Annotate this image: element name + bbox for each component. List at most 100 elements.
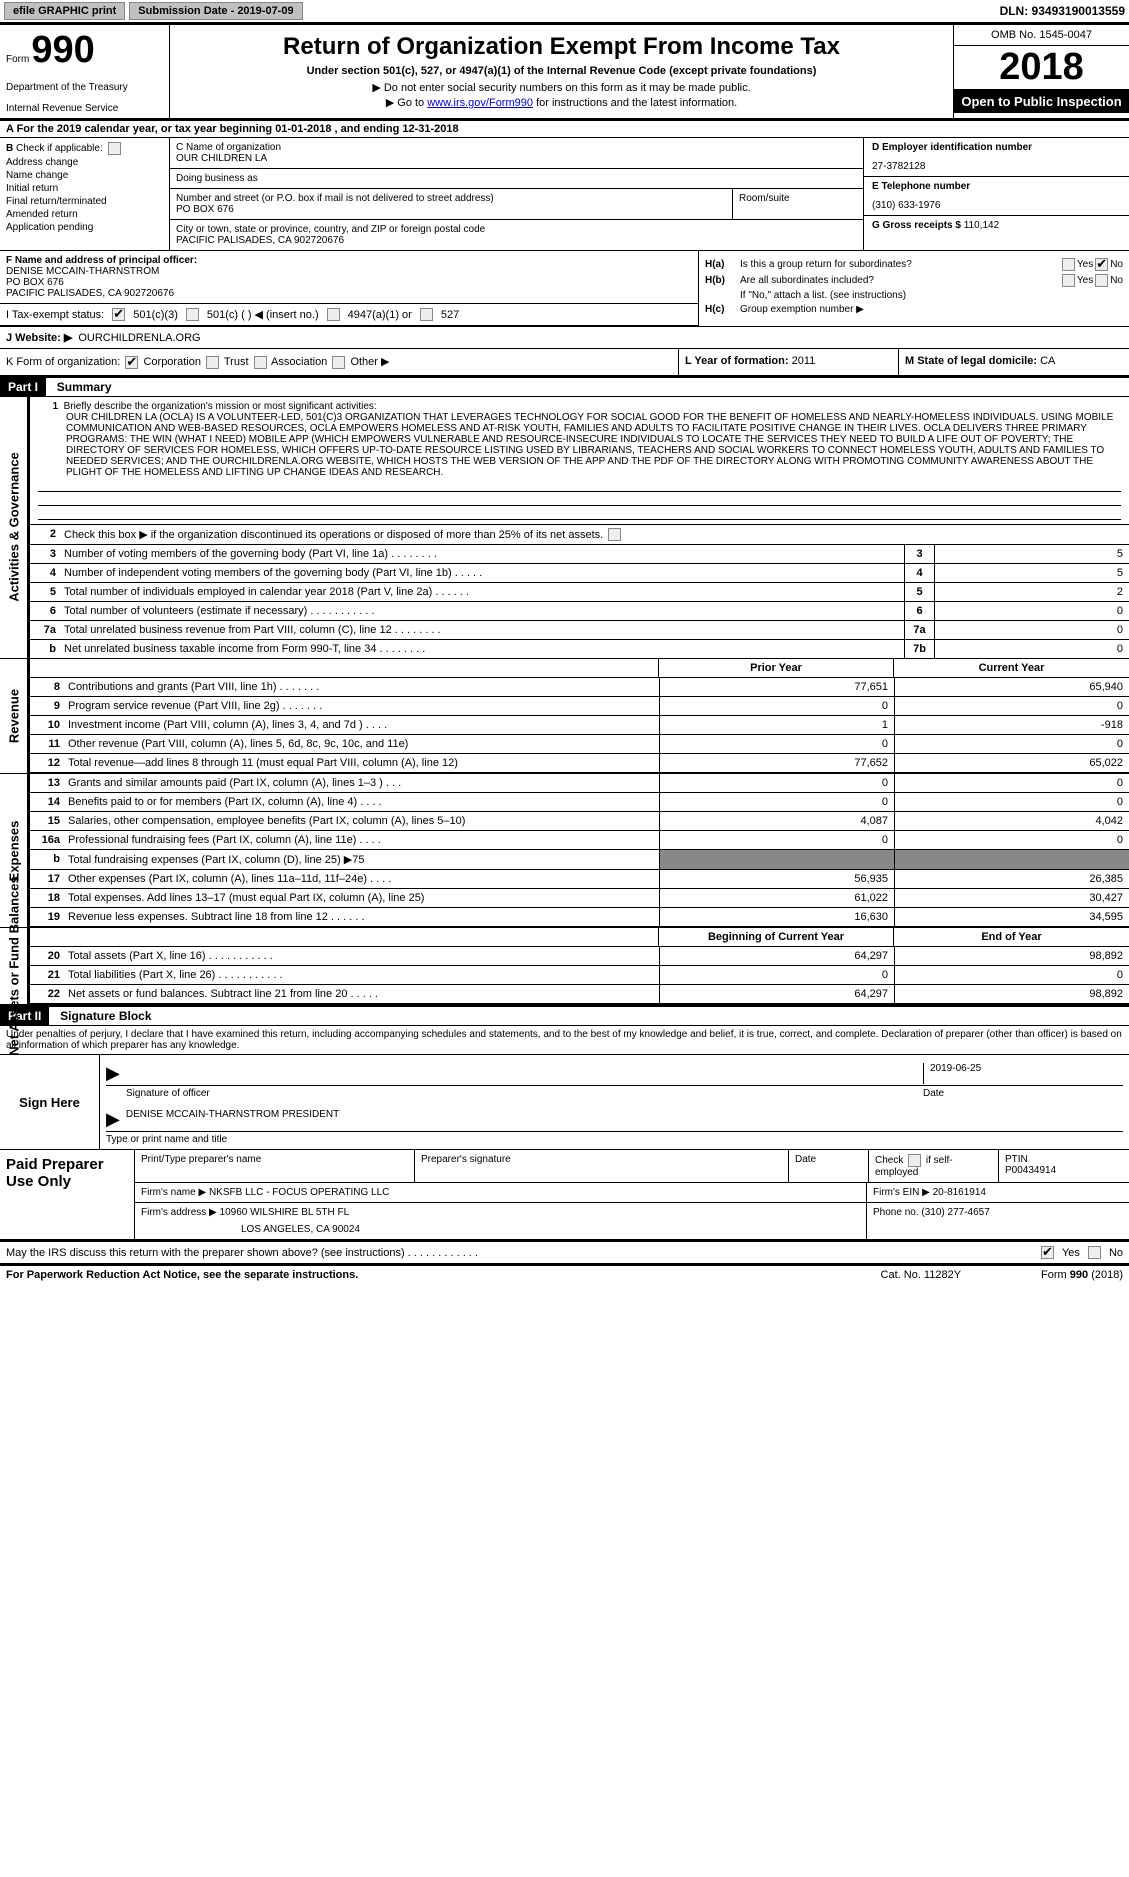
type-name-label: Type or print name and title: [106, 1134, 1123, 1145]
name-change-label: Name change: [6, 170, 163, 181]
footer-right: Form 990 (2018): [1041, 1269, 1123, 1281]
current-value: 0: [894, 735, 1129, 753]
efile-button[interactable]: efile GRAPHIC print: [4, 2, 125, 20]
checkbox-501c[interactable]: [186, 308, 199, 321]
ptin-label: PTIN: [1005, 1154, 1123, 1165]
street-box: Number and street (or P.O. box if mail i…: [170, 189, 863, 220]
column-d: D Employer identification number 27-3782…: [864, 138, 1129, 250]
prior-value: 0: [659, 831, 894, 849]
prior-value: 61,022: [659, 889, 894, 907]
preparer-line3: Firm's address ▶ 10960 WILSHIRE BL 5TH F…: [135, 1203, 1129, 1239]
prior-value: 77,651: [659, 678, 894, 696]
prior-value: 56,935: [659, 870, 894, 888]
form-subtitle: Under section 501(c), 527, or 4947(a)(1)…: [178, 65, 945, 77]
m-label: M State of legal domicile:: [905, 355, 1037, 367]
checkbox-501c3[interactable]: [112, 308, 125, 321]
city-value: PACIFIC PALISADES, CA 902720676: [176, 235, 857, 246]
line-num: 12: [30, 754, 64, 772]
top-bar: efile GRAPHIC print Submission Date - 20…: [0, 0, 1129, 25]
checkbox-527[interactable]: [420, 308, 433, 321]
submission-date-button[interactable]: Submission Date - 2019-07-09: [129, 2, 302, 20]
line-19: 19 Revenue less expenses. Subtract line …: [30, 908, 1129, 927]
prior-value: 16,630: [659, 908, 894, 926]
checkbox-4947[interactable]: [327, 308, 340, 321]
tax-exempt-label: I Tax-exempt status:: [6, 309, 104, 321]
paid-preparer-label: Paid Preparer Use Only: [0, 1150, 135, 1239]
prior-value: 64,297: [659, 985, 894, 1003]
line-value: 5: [934, 564, 1129, 582]
line-k: K Form of organization: Corporation Trus…: [0, 349, 679, 375]
current-value: 98,892: [894, 985, 1129, 1003]
line-20: 20 Total assets (Part X, line 16) . . . …: [30, 947, 1129, 966]
ha-label: H(a): [705, 259, 740, 270]
line-value: 0: [934, 640, 1129, 658]
hb-no-checkbox[interactable]: [1095, 274, 1108, 287]
expenses-section: Expenses 13 Grants and similar amounts p…: [0, 774, 1129, 928]
k-trust-checkbox[interactable]: [206, 356, 219, 369]
discuss-no-checkbox[interactable]: [1088, 1246, 1101, 1259]
self-employed-checkbox[interactable]: [908, 1154, 921, 1167]
ha-no-checkbox[interactable]: [1095, 258, 1108, 271]
line-num: 8: [30, 678, 64, 696]
discuss-yes-checkbox[interactable]: [1041, 1246, 1054, 1259]
dba-label: Doing business as: [176, 173, 857, 184]
line-box: 5: [904, 583, 934, 601]
line-2-checkbox[interactable]: [608, 528, 621, 541]
discuss-yes: Yes: [1062, 1247, 1080, 1259]
prior-value: 0: [659, 774, 894, 792]
k-corp-checkbox[interactable]: [125, 356, 138, 369]
line-b: b Total fundraising expenses (Part IX, c…: [30, 850, 1129, 870]
line-text: Total assets (Part X, line 16) . . . . .…: [64, 947, 659, 965]
current-value: 0: [894, 966, 1129, 984]
paid-preparer-section: Paid Preparer Use Only Print/Type prepar…: [0, 1150, 1129, 1242]
hc-text: Group exemption number ▶: [740, 304, 864, 315]
hb-yes-checkbox[interactable]: [1062, 274, 1075, 287]
firm-phone-label: Phone no.: [873, 1207, 919, 1218]
line-value: 0: [934, 602, 1129, 620]
activities-content: 1 Briefly describe the organization's mi…: [30, 397, 1129, 659]
addr-change-label: Address change: [6, 157, 163, 168]
current-value: 0: [894, 793, 1129, 811]
line-klm: K Form of organization: Corporation Trus…: [0, 349, 1129, 378]
line-21: 21 Total liabilities (Part X, line 26) .…: [30, 966, 1129, 985]
officer-printed-name: DENISE MCCAIN-THARNSTROM PRESIDENT: [126, 1109, 339, 1130]
line-num: 9: [30, 697, 64, 715]
firm-name-cell: Firm's name ▶ NKSFB LLC - FOCUS OPERATIN…: [135, 1183, 867, 1202]
mission-block: 1 Briefly describe the organization's mi…: [30, 397, 1129, 525]
ha-line: H(a) Is this a group return for subordin…: [705, 258, 1123, 271]
line-text: Net assets or fund balances. Subtract li…: [64, 985, 659, 1003]
col-b-header: B: [6, 143, 13, 154]
preparer-line1: Print/Type preparer's name Preparer's si…: [135, 1150, 1129, 1183]
paid-preparer-body: Print/Type preparer's name Preparer's si…: [135, 1150, 1129, 1239]
firm-name-label: Firm's name ▶: [141, 1187, 206, 1198]
line-18: 18 Total expenses. Add lines 13–17 (must…: [30, 889, 1129, 908]
line-m: M State of legal domicile: CA: [899, 349, 1129, 375]
preparer-line2: Firm's name ▶ NKSFB LLC - FOCUS OPERATIN…: [135, 1183, 1129, 1203]
line-text: Benefits paid to or for members (Part IX…: [64, 793, 659, 811]
form-header: Form 990 Department of the Treasury Inte…: [0, 25, 1129, 121]
k-assoc-checkbox[interactable]: [254, 356, 267, 369]
part1-badge: Part I: [0, 378, 46, 396]
form990-link[interactable]: www.irs.gov/Form990: [427, 97, 533, 109]
omb-number: OMB No. 1545-0047: [954, 25, 1129, 46]
section-bcd: B Check if applicable: Address change Na…: [0, 138, 1129, 251]
ein-value: 27-3782128: [872, 161, 1121, 172]
phone-value: (310) 633-1976: [872, 200, 1121, 211]
line-box: 6: [904, 602, 934, 620]
line-text: Number of independent voting members of …: [60, 564, 904, 582]
open-inspection: Open to Public Inspection: [954, 90, 1129, 113]
ha-yes-checkbox[interactable]: [1062, 258, 1075, 271]
line-8: 8 Contributions and grants (Part VIII, l…: [30, 678, 1129, 697]
city-box: City or town, state or province, country…: [170, 220, 863, 250]
line-value: 5: [934, 545, 1129, 563]
line-i: I Tax-exempt status: 501(c)(3) 501(c) ( …: [0, 303, 698, 326]
k-other-checkbox[interactable]: [332, 356, 345, 369]
line-num: 11: [30, 735, 64, 753]
officer-name-field: ▶ DENISE MCCAIN-THARNSTROM PRESIDENT: [106, 1105, 1123, 1132]
discuss-no: No: [1109, 1247, 1123, 1259]
line-text: Salaries, other compensation, employee b…: [64, 812, 659, 830]
expenses-side-text: Expenses: [6, 820, 21, 881]
line-num: 3: [30, 545, 60, 563]
hb-yes: Yes: [1077, 275, 1093, 286]
checkbox-applicable[interactable]: [108, 142, 121, 155]
